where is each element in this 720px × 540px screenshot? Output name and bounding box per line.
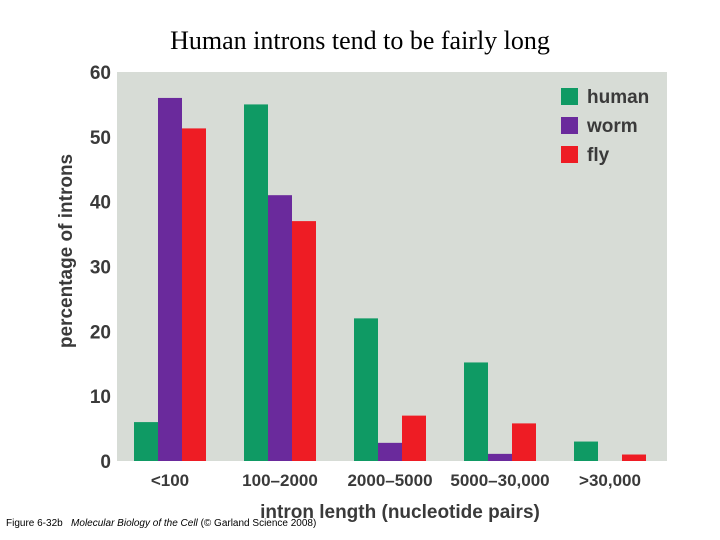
x-tick-label: 2000–5000 — [347, 471, 432, 490]
y-tick-label: 20 — [90, 322, 111, 343]
bar-fly — [182, 128, 206, 461]
bar-worm — [378, 442, 402, 461]
caption-book-title: Molecular Biology of the Cell — [71, 518, 198, 529]
y-tick-label: 0 — [100, 452, 111, 473]
x-axis-ticks: <100 100–2000 2000–5000 5000–30,000 >30,000 — [151, 471, 641, 490]
legend-label-fly: fly — [587, 145, 610, 166]
bar-fly — [402, 415, 426, 461]
legend-swatch-human — [561, 88, 578, 105]
bar-fly — [622, 454, 646, 461]
bar-human — [244, 104, 268, 462]
bar-human — [464, 362, 488, 461]
caption-figure: Figure 6-32b — [6, 518, 63, 529]
y-tick-label: 60 — [90, 63, 111, 84]
y-tick-label: 50 — [90, 128, 111, 149]
bar-human — [134, 422, 158, 461]
y-axis-ticks: 0 10 20 30 40 50 60 — [90, 63, 111, 473]
bar-fly — [292, 221, 316, 461]
y-axis-label: percentage of introns — [56, 154, 77, 348]
figure-caption: Figure 6-32b Molecular Biology of the Ce… — [6, 518, 316, 529]
caption-credit: (© Garland Science 2008) — [200, 518, 317, 529]
plot-area — [117, 72, 667, 461]
bar-worm — [488, 453, 512, 461]
y-tick-label: 10 — [90, 387, 111, 408]
bar-worm — [158, 97, 182, 461]
legend-label-worm: worm — [586, 116, 638, 137]
slide-title: Human introns tend to be fairly long — [170, 26, 550, 55]
bar-worm — [268, 195, 292, 461]
x-tick-label: 5000–30,000 — [450, 471, 549, 490]
y-tick-label: 40 — [90, 193, 111, 214]
bar-human — [354, 318, 378, 461]
legend-swatch-worm — [561, 117, 578, 134]
x-tick-label: >30,000 — [579, 471, 641, 490]
y-tick-label: 30 — [90, 258, 111, 279]
legend: human worm fly — [561, 87, 649, 166]
bar-fly — [512, 423, 536, 461]
bars — [134, 97, 646, 462]
bar-human — [574, 441, 598, 461]
x-tick-label: <100 — [151, 471, 189, 490]
legend-label-human: human — [587, 87, 649, 108]
x-axis-label: intron length (nucleotide pairs) — [260, 502, 540, 523]
legend-swatch-fly — [561, 146, 578, 163]
x-tick-label: 100–2000 — [242, 471, 318, 490]
